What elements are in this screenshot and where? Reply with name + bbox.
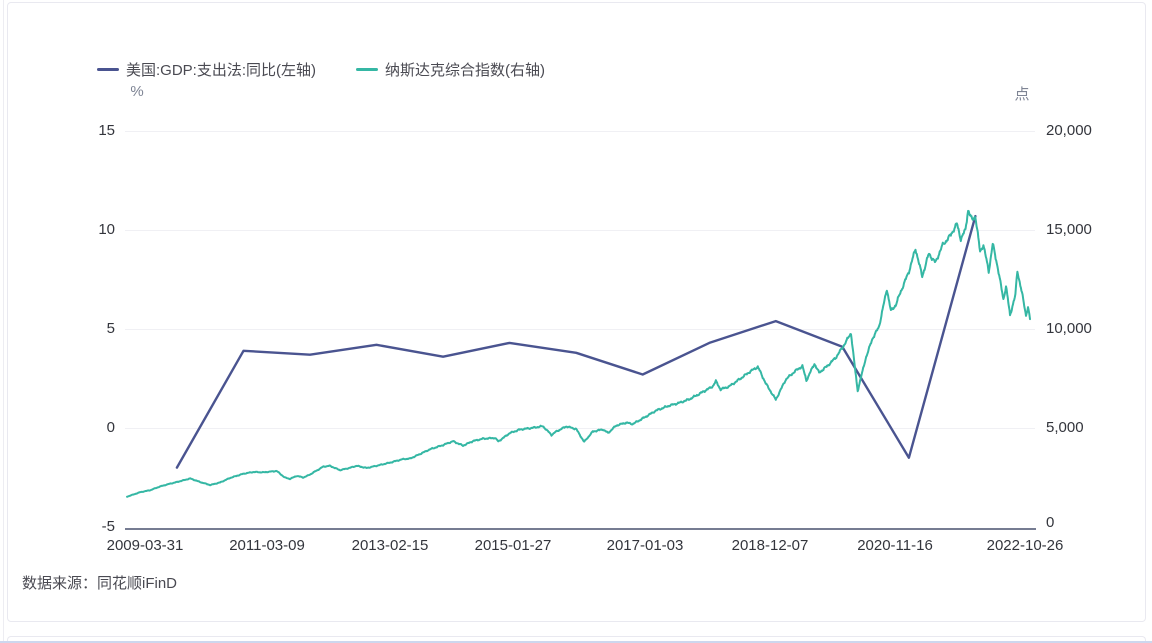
x-axis-line <box>125 528 1036 530</box>
left-axis-tick: 15 <box>98 122 115 139</box>
gridline <box>125 230 1035 231</box>
nasdaq-line-marker-icon <box>356 67 378 71</box>
x-axis-tick: 2020-11-16 <box>857 537 933 554</box>
chart-legend: 美国:GDP:支出法:同比(左轴) 纳斯达克综合指数(右轴) <box>97 58 545 80</box>
x-axis-tick: 2022-10-26 <box>986 537 1064 554</box>
gridline <box>125 329 1035 330</box>
left-axis-tick: 0 <box>106 419 115 436</box>
x-axis-tick: 2013-02-15 <box>351 537 429 554</box>
data-source: 数据来源：同花顺iFinD <box>22 572 177 593</box>
right-axis-unit: 点 <box>1014 86 1030 103</box>
right-axis-tick: 0 <box>1046 514 1055 531</box>
left-axis-unit: % <box>130 83 144 100</box>
data-source-label: 数据来源： <box>22 575 98 592</box>
x-axis-tick: 2011-03-09 <box>229 537 305 554</box>
legend-label-gdp: 美国:GDP:支出法:同比(左轴) <box>126 61 316 79</box>
gridline <box>125 131 1035 132</box>
right-axis-tick: 15,000 <box>1046 221 1092 238</box>
x-axis-tick: 2009-03-31 <box>106 537 184 554</box>
data-source-value: 同花顺iFinD <box>97 575 178 592</box>
gridline <box>125 428 1035 429</box>
left-axis-tick: 5 <box>106 320 115 337</box>
page-left-border <box>3 0 4 643</box>
right-axis-tick: 20,000 <box>1046 122 1092 139</box>
x-axis-tick: 2017-01-03 <box>606 537 684 554</box>
bottom-accent-line <box>0 641 1152 643</box>
x-axis-tick: 2015-01-27 <box>474 537 552 554</box>
legend-item-gdp[interactable]: 美国:GDP:支出法:同比(左轴) <box>97 58 316 80</box>
left-axis-tick: -5 <box>101 518 115 535</box>
right-axis-tick: 10,000 <box>1046 320 1092 337</box>
x-axis-tick: 2018-12-07 <box>731 537 809 554</box>
right-axis-tick: 5,000 <box>1046 419 1084 436</box>
legend-item-nasdaq[interactable]: 纳斯达克综合指数(右轴) <box>356 58 545 80</box>
legend-label-nasdaq: 纳斯达克综合指数(右轴) <box>385 61 545 79</box>
left-axis-tick: 10 <box>98 221 115 238</box>
next-card-top-edge <box>7 636 1146 643</box>
gdp-line-marker-icon <box>97 67 119 71</box>
